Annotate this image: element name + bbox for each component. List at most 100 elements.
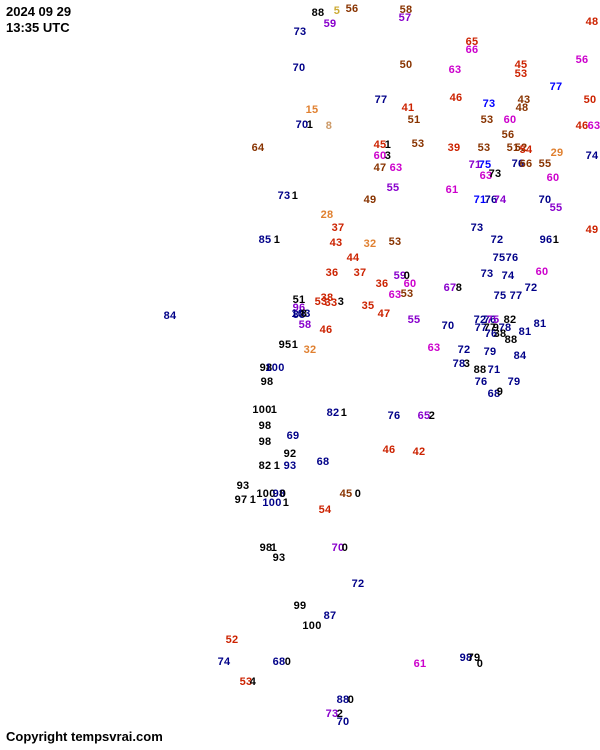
data-point: 33 — [325, 297, 338, 309]
data-point: 76 — [388, 410, 401, 422]
data-point: 1 — [307, 119, 313, 131]
data-point: 0 — [342, 542, 348, 554]
data-point: 54 — [520, 144, 533, 156]
data-point: 53 — [389, 236, 402, 248]
data-point: 97 — [235, 494, 248, 506]
data-point: 55 — [539, 158, 552, 170]
data-point: 100 — [302, 620, 321, 632]
data-point: 73 — [294, 26, 307, 38]
data-point: 1 — [341, 407, 347, 419]
data-point: 100 — [265, 362, 284, 374]
data-point: 68 — [317, 456, 330, 468]
data-point: 88 — [505, 334, 518, 346]
data-point: 81 — [534, 318, 547, 330]
data-point: 88 — [312, 7, 325, 19]
data-point: 61 — [414, 658, 427, 670]
data-point: 0 — [348, 694, 354, 706]
data-point: 95 — [279, 339, 292, 351]
data-point: 3 — [464, 358, 470, 370]
data-point: 44 — [347, 252, 360, 264]
data-point: 55 — [387, 182, 400, 194]
data-point: 73 — [471, 222, 484, 234]
data-point: 55 — [550, 202, 563, 214]
map-canvas: 2024 09 29 13:35 UTC Copyright tempsvrai… — [0, 0, 600, 750]
data-point: 48 — [586, 16, 599, 28]
data-point: 73 — [481, 268, 494, 280]
data-point: 100 — [252, 404, 271, 416]
data-point: 8 — [456, 282, 462, 294]
data-point: 56 — [502, 129, 515, 141]
data-point: 49 — [364, 194, 377, 206]
data-point: 53 — [478, 142, 491, 154]
data-point: 88 — [474, 364, 487, 376]
data-point: 1 — [292, 190, 298, 202]
data-point: 0 — [477, 658, 483, 670]
data-point: 60 — [547, 172, 560, 184]
data-point: 46 — [383, 444, 396, 456]
data-point: 93 — [237, 480, 250, 492]
data-point: 67 — [444, 282, 457, 294]
data-point: 79 — [484, 346, 497, 358]
data-point: 63 — [588, 120, 600, 132]
data-point: 76 — [506, 252, 519, 264]
data-point: 9 — [497, 386, 503, 398]
data-point: 73 — [489, 168, 502, 180]
data-point: 60 — [536, 266, 549, 278]
data-point: 52 — [226, 634, 239, 646]
data-point: 63 — [428, 342, 441, 354]
data-point: 74 — [586, 150, 599, 162]
data-point: 0 — [285, 656, 291, 668]
data-point: 47 — [374, 162, 387, 174]
data-point: 53 — [481, 114, 494, 126]
copyright-text: Copyright tempsvrai.com — [6, 729, 163, 744]
data-point: 81 — [519, 326, 532, 338]
data-point: 3 — [338, 296, 344, 308]
data-point: 85 — [259, 234, 272, 246]
data-point: 93 — [284, 460, 297, 472]
data-point: 43 — [518, 94, 531, 106]
data-point: 93 — [273, 552, 286, 564]
data-point: 74 — [494, 194, 507, 206]
data-point: 61 — [446, 184, 459, 196]
data-point: 46 — [320, 324, 333, 336]
data-point: 92 — [284, 448, 297, 460]
data-point: 69 — [287, 430, 300, 442]
data-point: 66 — [466, 44, 479, 56]
date-label: 2024 09 29 — [6, 4, 71, 19]
data-point: 15 — [306, 104, 319, 116]
data-point: 1 — [274, 234, 280, 246]
data-point: 72 — [352, 578, 365, 590]
data-point: 77 — [375, 94, 388, 106]
data-point: 98 — [261, 376, 274, 388]
data-point: 37 — [332, 222, 345, 234]
data-point: 66 — [520, 158, 533, 170]
data-point: 79 — [508, 376, 521, 388]
data-point: 70 — [337, 716, 350, 728]
data-point: 74 — [218, 656, 231, 668]
data-point: 1 — [553, 234, 559, 246]
data-point: 4 — [250, 676, 256, 688]
data-point: 29 — [551, 147, 564, 159]
data-point: 73 — [278, 190, 291, 202]
data-point: 68 — [273, 656, 286, 668]
data-point: 47 — [378, 308, 391, 320]
data-point: 36 — [376, 278, 389, 290]
data-point: 98 — [259, 436, 272, 448]
data-point: 2 — [429, 410, 435, 422]
data-point: 28 — [321, 209, 334, 221]
data-point: 63 — [389, 289, 402, 301]
data-point: 32 — [304, 344, 317, 356]
data-point: 50 — [584, 94, 597, 106]
data-point: 41 — [402, 102, 415, 114]
copyright-footer: Copyright tempsvrai.com — [6, 729, 163, 744]
time-label: 13:35 UTC — [6, 20, 70, 35]
data-point: 63 — [449, 64, 462, 76]
data-point: 64 — [252, 142, 265, 154]
data-point: 72 — [458, 344, 471, 356]
data-point: 39 — [448, 142, 461, 154]
data-point: 82 — [259, 460, 272, 472]
data-point: 1 — [292, 339, 298, 351]
data-point: 87 — [324, 610, 337, 622]
data-point: 77 — [510, 290, 523, 302]
data-point: 82 — [327, 407, 340, 419]
